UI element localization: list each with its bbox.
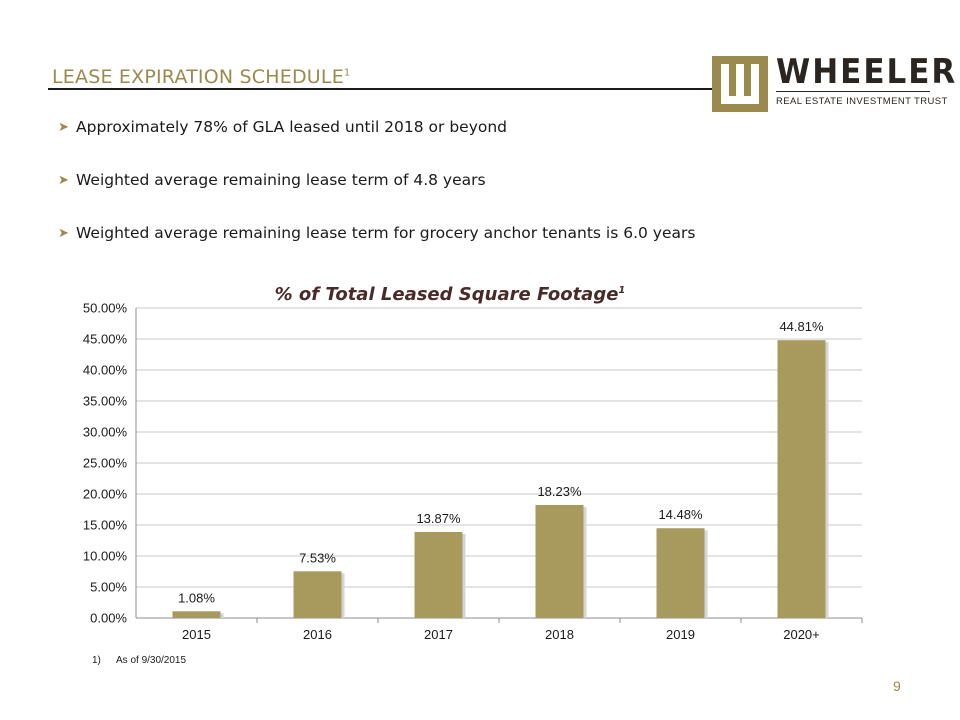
footnote-text: As of 9/30/2015 — [116, 655, 187, 666]
x-tick-label: 2016 — [303, 627, 332, 642]
chart-title-text: % of Total Leased Square Footage — [274, 284, 619, 305]
bar — [414, 532, 463, 618]
bar — [777, 340, 826, 618]
bar — [656, 528, 705, 618]
bullet-item: ➤ Weighted average remaining lease term f… — [58, 224, 695, 277]
bar — [172, 611, 221, 618]
data-label: 7.53% — [299, 550, 336, 565]
title-underline — [48, 88, 712, 90]
y-tick-label: 50.00% — [83, 301, 128, 316]
bar — [535, 504, 584, 618]
bullet-text: Weighted average remaining lease term of… — [76, 171, 486, 189]
y-tick-label: 35.00% — [83, 394, 128, 409]
wheeler-w-mark-svg — [712, 56, 768, 112]
arrow-right-icon: ➤ — [58, 173, 69, 188]
y-tick-label: 5.00% — [90, 580, 127, 595]
slide-title-text: LEASE EXPIRATION SCHEDULE — [52, 66, 344, 88]
data-label: 14.48% — [658, 507, 703, 522]
x-tick-label: 2020+ — [783, 627, 820, 642]
logo-tag-rule — [776, 91, 930, 92]
x-tick-label: 2018 — [545, 627, 574, 642]
data-label: 18.23% — [537, 484, 582, 499]
y-tick-label: 25.00% — [83, 456, 128, 471]
y-tick-label: 30.00% — [83, 425, 128, 440]
page-number: 9 — [893, 678, 901, 694]
y-tick-label: 15.00% — [83, 518, 128, 533]
slide-title-footnote-marker: 1 — [343, 67, 351, 79]
y-tick-label: 20.00% — [83, 487, 128, 502]
data-label: 13.87% — [416, 511, 461, 526]
y-tick-label: 10.00% — [83, 549, 128, 564]
chart-title: % of Total Leased Square Footage1 — [0, 284, 900, 305]
footnote-number: 1) — [92, 655, 101, 666]
wheeler-logo: WHEELER REAL ESTATE INVESTMENT TRUST — [712, 52, 955, 114]
arrow-right-icon: ➤ — [58, 226, 69, 241]
slide-title: LEASE EXPIRATION SCHEDULE1 — [52, 66, 350, 88]
bullet-text: Approximately 78% of GLA leased until 20… — [76, 118, 508, 136]
chart-title-footnote-marker: 1 — [618, 285, 626, 296]
y-tick-label: 45.00% — [83, 332, 128, 347]
bullet-item: ➤ Approximately 78% of GLA leased until 2… — [58, 118, 695, 171]
data-label: 44.81% — [779, 319, 824, 334]
arrow-right-icon: ➤ — [58, 120, 69, 135]
data-label: 1.08% — [178, 590, 215, 605]
logo-name: WHEELER — [776, 52, 958, 92]
y-tick-label: 40.00% — [83, 363, 128, 378]
x-tick-label: 2019 — [666, 627, 695, 642]
bullet-list: ➤ Approximately 78% of GLA leased until 2… — [58, 118, 695, 277]
y-tick-label: 0.00% — [90, 611, 127, 626]
bar — [293, 571, 342, 618]
bullet-text: Weighted average remaining lease term fo… — [76, 224, 696, 242]
x-tick-label: 2017 — [424, 627, 453, 642]
wheeler-w-mark-icon — [712, 56, 768, 112]
logo-tagline: REAL ESTATE INVESTMENT TRUST — [776, 96, 948, 107]
footnote: 1) As of 9/30/2015 — [92, 655, 186, 666]
x-tick-label: 2015 — [182, 627, 211, 642]
bullet-item: ➤ Weighted average remaining lease term o… — [58, 171, 695, 224]
